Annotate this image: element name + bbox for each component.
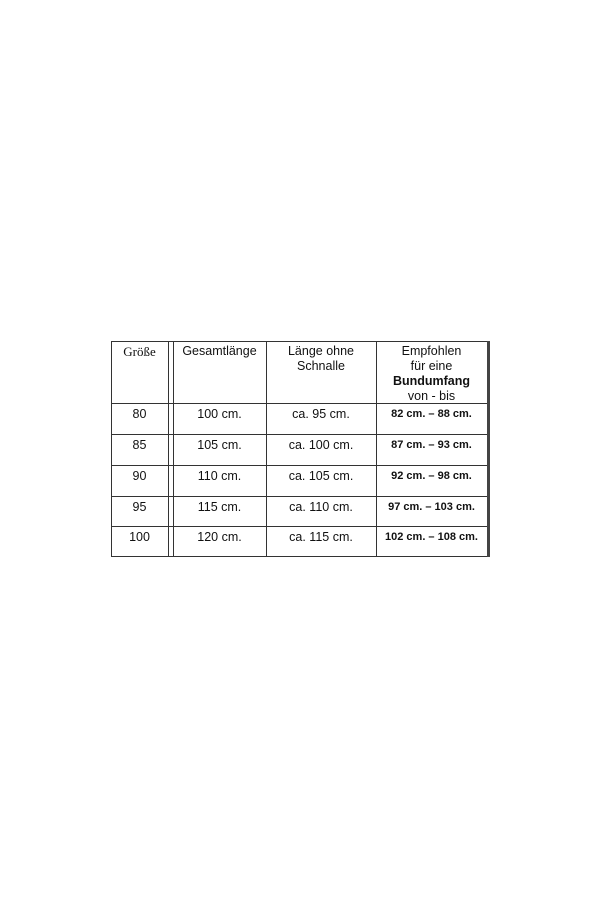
column-divider xyxy=(376,341,377,557)
table-border-top xyxy=(111,341,487,342)
header-line: für eine xyxy=(410,359,453,373)
column-divider xyxy=(173,341,174,557)
header-size: Größe xyxy=(123,344,156,359)
size-table: Größe Gesamtlänge Länge ohne Schnalle Em… xyxy=(111,341,490,557)
cell-size: 85 xyxy=(132,438,147,452)
header-line: Länge ohne xyxy=(287,344,355,358)
cell-range: 97 cm. – 103 cm. xyxy=(388,501,475,513)
row-divider xyxy=(111,434,487,435)
cell-total: 100 cm. xyxy=(197,407,242,421)
cell-range: 102 cm. – 108 cm. xyxy=(385,531,478,543)
cell-total: 115 cm. xyxy=(197,500,242,514)
cell-total: 120 cm. xyxy=(197,530,242,544)
header-length-without-buckle: Länge ohne Schnalle xyxy=(266,344,376,374)
cell-size: 80 xyxy=(132,407,147,421)
table-border-left xyxy=(111,341,112,557)
header-line: Empfohlen xyxy=(401,344,462,358)
column-divider xyxy=(266,341,267,557)
cell-without: ca. 95 cm. xyxy=(292,407,350,421)
table-border-right xyxy=(487,341,490,557)
cell-without: ca. 110 cm. xyxy=(289,500,353,514)
header-recommended: Empfohlen für eine Bundumfang von - bis xyxy=(376,344,487,404)
cell-total: 105 cm. xyxy=(197,438,242,452)
row-divider xyxy=(111,403,487,404)
cell-range: 82 cm. – 88 cm. xyxy=(391,408,472,420)
row-divider xyxy=(111,465,487,466)
header-line: von - bis xyxy=(407,389,456,403)
cell-size: 90 xyxy=(132,469,147,483)
column-divider xyxy=(168,341,169,557)
header-total-length: Gesamtlänge xyxy=(182,344,257,358)
row-divider xyxy=(111,496,487,497)
row-divider xyxy=(111,526,487,527)
cell-without: ca. 105 cm. xyxy=(288,469,354,483)
cell-total: 110 cm. xyxy=(197,469,242,483)
cell-without: ca. 115 cm. xyxy=(289,530,353,544)
cell-size: 95 xyxy=(132,500,147,514)
cell-size: 100 xyxy=(129,530,150,544)
table-border-bottom xyxy=(111,556,487,557)
header-line: Schnalle xyxy=(297,359,345,373)
cell-range: 87 cm. – 93 cm. xyxy=(391,439,472,451)
cell-range: 92 cm. – 98 cm. xyxy=(391,470,472,482)
header-line: Bundumfang xyxy=(392,374,471,388)
cell-without: ca. 100 cm. xyxy=(288,438,354,452)
